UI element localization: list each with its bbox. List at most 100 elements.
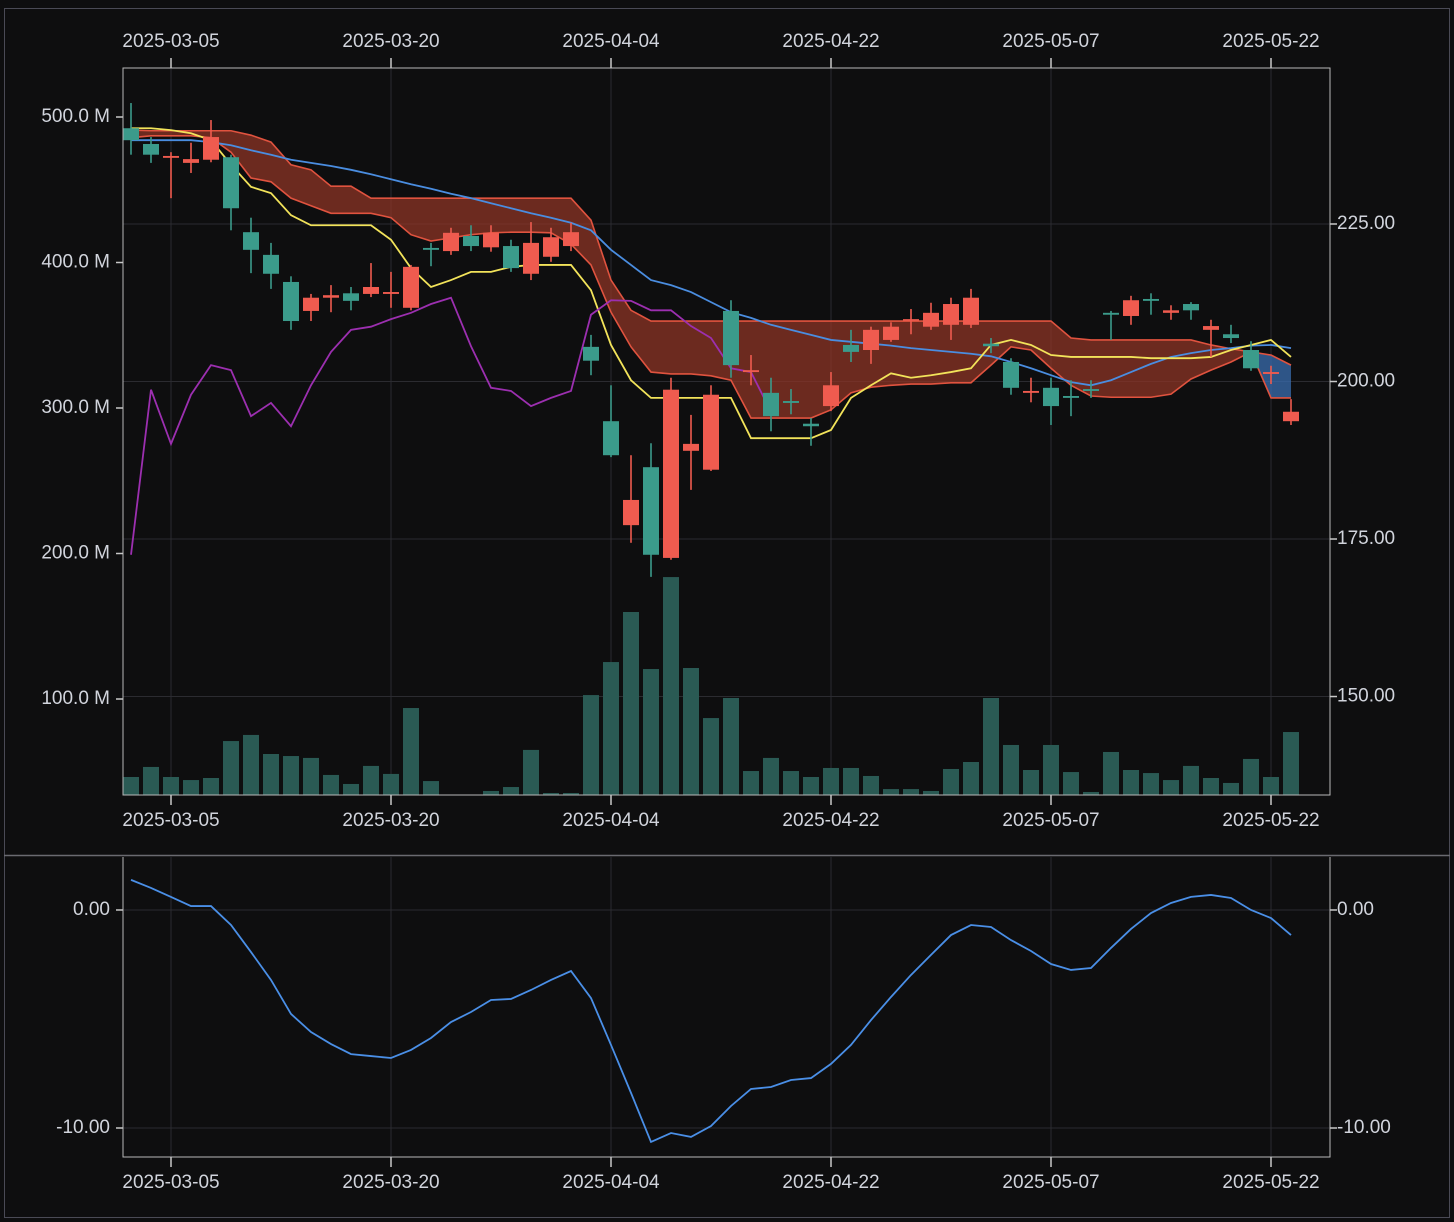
cloud-fill xyxy=(1071,338,1091,396)
cloud-fill xyxy=(631,310,651,373)
volume-bar xyxy=(383,773,399,795)
y-tick-label: 0.00 xyxy=(1337,899,1374,920)
volume-bar xyxy=(863,775,879,795)
candle-body xyxy=(623,499,639,526)
y-tick-label: -10.00 xyxy=(56,1117,110,1138)
volume-bar xyxy=(243,734,259,795)
indicator-line xyxy=(130,296,772,555)
volume-bar xyxy=(1123,770,1139,795)
volume-bar xyxy=(823,767,839,795)
volume-bar xyxy=(343,783,359,795)
y-tick-label: 150.00 xyxy=(1337,686,1395,707)
y-tick-label: -10.00 xyxy=(1337,1117,1391,1138)
volume-bar xyxy=(523,749,539,795)
candle-body xyxy=(223,157,239,209)
candle-body xyxy=(1223,334,1239,339)
cloud-fill xyxy=(251,135,271,182)
volume-bar xyxy=(803,776,819,795)
plot-area xyxy=(123,857,1330,1157)
candle-body xyxy=(1163,310,1179,313)
candle-body xyxy=(363,287,379,294)
volume-bar xyxy=(1243,758,1259,795)
candle-body xyxy=(1083,389,1099,391)
x-tick-label: 2025-04-04 xyxy=(562,810,660,831)
candle-body xyxy=(163,155,179,158)
cloud-fill xyxy=(351,186,371,214)
candle-body xyxy=(583,346,599,361)
volume-bar xyxy=(183,780,199,795)
volume-bar xyxy=(723,697,739,795)
cloud-fill xyxy=(1111,339,1131,398)
candle-body xyxy=(1203,326,1219,330)
cloud-fill xyxy=(211,130,231,153)
cloud-fill xyxy=(291,164,311,206)
candle-body xyxy=(1263,372,1279,374)
cloud-fill xyxy=(611,280,631,347)
cloud-fill xyxy=(1151,339,1171,398)
volume-bar xyxy=(683,668,699,795)
candle-body xyxy=(183,159,199,163)
volume-bar xyxy=(203,778,219,795)
x-tick-label: 2025-04-04 xyxy=(562,1172,660,1193)
cloud-fill xyxy=(431,198,451,242)
volume-bar xyxy=(1163,780,1179,795)
cloud-edge xyxy=(130,129,1291,399)
x-tick-label: 2025-05-07 xyxy=(1002,810,1099,831)
plot-border xyxy=(122,857,1331,1158)
volume-bar xyxy=(703,718,719,795)
candle-body xyxy=(603,421,619,456)
volume-bar xyxy=(1063,772,1079,795)
candle-body xyxy=(503,246,519,269)
volume-bar xyxy=(503,787,519,795)
volume-bar xyxy=(1283,732,1299,795)
candle-body xyxy=(963,297,979,325)
volume-bar xyxy=(543,792,559,795)
volume-bar xyxy=(303,757,319,795)
candle-body xyxy=(923,312,939,327)
cloud-fill xyxy=(791,321,811,419)
volume-bar xyxy=(923,790,939,795)
candle-body xyxy=(463,235,479,247)
x-tick-label: 2025-05-22 xyxy=(1222,1172,1319,1193)
cloud-fill xyxy=(911,321,931,385)
candle-body xyxy=(203,137,219,160)
candle-body xyxy=(403,266,419,308)
y2-tick-label: 400.0 M xyxy=(41,252,110,273)
cloud-fill xyxy=(1011,321,1031,351)
indicator-panel: -10.00 -10.00 0.00 0.00 2025-03-05 2025-03-20… xyxy=(56,857,1391,1193)
candle-body xyxy=(663,389,679,558)
candle-body xyxy=(683,443,699,451)
volume-bar xyxy=(1023,770,1039,795)
frame xyxy=(4,8,1450,1218)
candle-body xyxy=(1143,298,1159,301)
cloud-fill xyxy=(931,321,951,385)
x-tick-label: 2025-05-07 xyxy=(1002,31,1099,52)
candle-body xyxy=(143,143,159,155)
candle-body xyxy=(263,254,279,274)
cloud-fill xyxy=(451,198,471,238)
candle-body xyxy=(743,370,759,373)
cloud-fill xyxy=(331,186,351,214)
volume-bar xyxy=(323,774,339,795)
candle-body xyxy=(343,293,359,301)
candle-body xyxy=(283,281,299,322)
cloud-fill xyxy=(231,130,251,179)
candle-body xyxy=(903,319,919,321)
x-tick-label: 2025-03-20 xyxy=(342,810,439,831)
volume-bar xyxy=(1003,744,1019,795)
y-tick-label: 175.00 xyxy=(1337,528,1395,549)
candle-body xyxy=(523,242,539,274)
y-tick-label: 225.00 xyxy=(1337,213,1395,234)
cloud-fill xyxy=(1031,321,1051,369)
price-panel: 150.00 175.00 200.00 225.00 100.0 M 200.0 M 30… xyxy=(41,31,1395,831)
volume-bar xyxy=(643,669,659,795)
candle-body xyxy=(1043,387,1059,407)
cloud-fill xyxy=(971,321,991,383)
x-tick-label: 2025-05-22 xyxy=(1222,810,1319,831)
x-tick-label: 2025-03-05 xyxy=(122,810,219,831)
candle-body xyxy=(1003,361,1019,388)
volume-bar xyxy=(843,767,859,795)
x-tick-label: 2025-04-22 xyxy=(782,810,879,831)
x-tick-label: 2025-03-05 xyxy=(122,31,219,52)
